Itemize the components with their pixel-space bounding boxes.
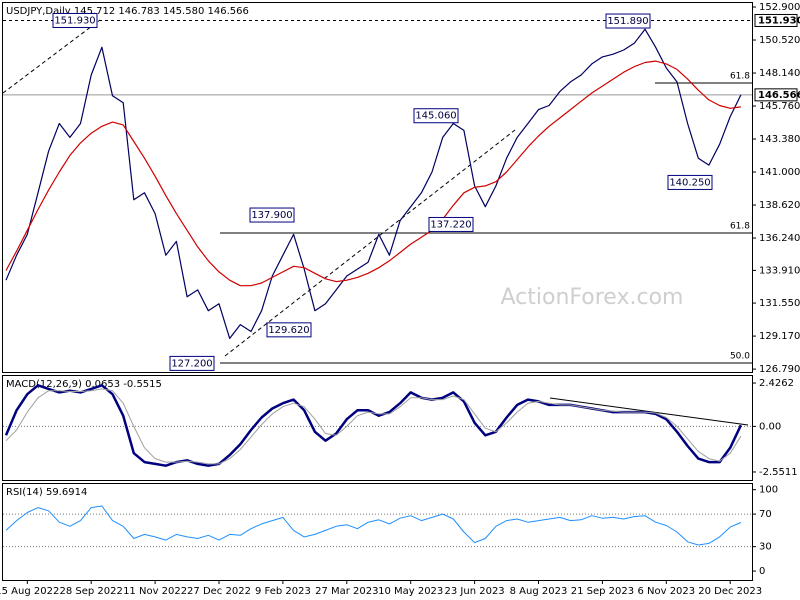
price-label: 151.890	[607, 16, 648, 27]
macd-trend-line	[549, 397, 749, 426]
series-line	[5, 28, 742, 339]
price-panel	[2, 2, 753, 373]
panel-title: MACD(12,26,9) 0.0653 -0.5515	[6, 379, 162, 390]
price-label: 151.930	[54, 15, 95, 26]
series-line	[5, 388, 742, 465]
price-label-box	[249, 207, 295, 223]
level-label: 151.930	[758, 15, 800, 26]
x-tick-label: 28 Sep 2022	[60, 586, 123, 597]
y-tick-label: 143.380	[759, 134, 800, 145]
y-tick-label: 2.4262	[759, 378, 794, 389]
x-tick-label: 20 Dec 2023	[698, 586, 762, 597]
price-label-box	[667, 174, 713, 190]
level-label: 146.566	[758, 90, 800, 101]
x-tick-label: 27 Mar 2023	[315, 586, 378, 597]
y-tick-label: 148.140	[759, 68, 800, 79]
x-tick-label: 11 Nov 2022	[123, 586, 187, 597]
panel-title: RSI(14) 59.6914	[6, 487, 87, 498]
level-label-box	[754, 88, 798, 102]
y-tick-label: 145.760	[759, 101, 800, 112]
price-label: 137.220	[430, 219, 471, 230]
y-tick-label: 100	[759, 485, 778, 496]
trend-line	[2, 19, 101, 94]
price-label: 137.900	[251, 210, 292, 221]
x-tick-label: 15 Aug 2022	[0, 586, 59, 597]
y-tick-label: 150.520	[759, 35, 800, 46]
y-tick-label: 129.170	[759, 331, 800, 342]
price-label-box	[605, 13, 651, 29]
level-label-box	[754, 13, 798, 27]
rsi-panel	[2, 483, 753, 581]
fib-label: 61.8	[730, 222, 750, 232]
macd-panel	[2, 375, 753, 481]
y-tick-label: 133.910	[759, 265, 800, 276]
price-label: 129.620	[268, 325, 309, 336]
y-tick-label: 136.240	[759, 233, 800, 244]
price-label-box	[266, 322, 312, 338]
y-tick-label: 131.550	[759, 298, 800, 309]
price-label: 140.250	[669, 177, 710, 188]
x-tick-label: 27 Dec 2022	[187, 586, 251, 597]
watermark: ActionForex.com	[501, 285, 684, 310]
x-tick-label: 8 Aug 2023	[510, 586, 568, 597]
y-tick-label: 141.000	[759, 167, 800, 178]
price-label: 127.200	[171, 358, 212, 369]
y-tick-label: 152.900	[759, 2, 800, 13]
price-label-box	[413, 108, 459, 124]
price-label: 145.060	[415, 111, 456, 122]
price-label-box	[169, 355, 215, 371]
fib-label: 61.8	[730, 72, 750, 82]
y-tick-label: 126.790	[759, 364, 800, 375]
y-tick-label: 138.620	[759, 200, 800, 211]
x-tick-label: 6 Nov 2023	[637, 586, 695, 597]
series-line	[5, 60, 741, 287]
x-tick-label: 9 Feb 2023	[255, 586, 311, 597]
y-tick-label: 70	[759, 509, 772, 520]
y-tick-label: 0.00	[759, 421, 781, 432]
x-tick-label: 10 May 2023	[378, 586, 443, 597]
x-tick-label: 23 Jun 2023	[445, 586, 505, 597]
x-tick-label: 21 Sep 2023	[571, 586, 634, 597]
price-label-box	[428, 216, 474, 232]
series-line	[5, 505, 742, 546]
trend-line	[224, 129, 516, 357]
price-label-box	[52, 12, 98, 28]
y-tick-label: 0	[759, 566, 765, 577]
y-tick-label: 30	[759, 542, 772, 553]
fib-label: 50.0	[730, 351, 750, 361]
panel-title: USDJPY,Daily 145.712 146.783 145.580 146…	[6, 6, 249, 17]
y-tick-label: -2.5511	[759, 467, 798, 478]
